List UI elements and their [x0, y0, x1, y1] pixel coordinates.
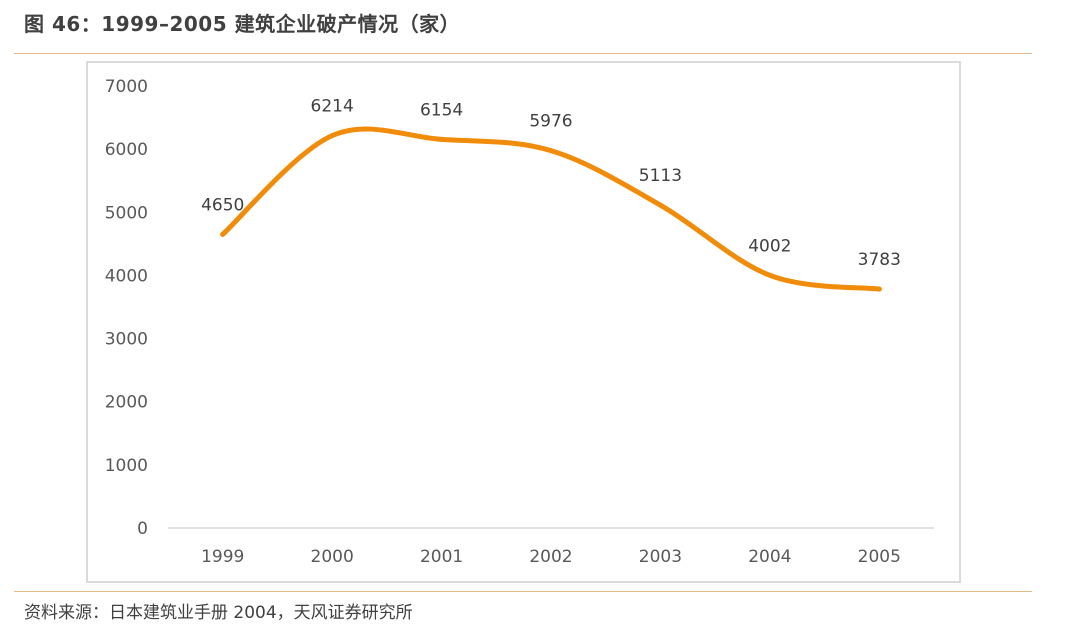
data-point	[657, 202, 663, 208]
data-point	[767, 272, 773, 278]
y-tick-label: 5000	[105, 203, 148, 223]
data-point	[876, 286, 882, 292]
data-label: 6154	[420, 100, 463, 120]
x-tick-label: 1999	[201, 547, 244, 567]
data-label: 3783	[858, 250, 901, 270]
x-tick-label: 2002	[529, 547, 572, 567]
x-axis-ticks: 1999 2000 2001 2002 2003 2004 2005	[201, 547, 901, 567]
x-tick-label: 2003	[639, 547, 682, 567]
y-tick-label: 7000	[105, 77, 148, 97]
y-tick-label: 1000	[105, 456, 148, 476]
data-label: 6214	[311, 97, 354, 117]
data-labels: 4650 6214 6154 5976 5113 4002 3783	[201, 97, 901, 292]
y-tick-label: 6000	[105, 140, 148, 160]
top-divider	[14, 53, 1032, 54]
data-point	[329, 133, 335, 139]
data-label: 5113	[639, 166, 682, 186]
y-tick-label: 0	[137, 519, 148, 539]
data-point	[220, 231, 226, 237]
x-tick-label: 2005	[858, 547, 901, 567]
bottom-divider	[14, 591, 1032, 592]
x-tick-label: 2004	[748, 547, 791, 567]
data-point	[548, 148, 554, 154]
data-label: 4650	[201, 195, 244, 215]
data-label: 5976	[529, 112, 572, 132]
figure-title: 图 46：1999–2005 建筑企业破产情况（家）	[24, 12, 461, 36]
chart-frame	[86, 61, 961, 583]
y-axis-ticks: 0 1000 2000 3000 4000 5000 6000 7000	[105, 77, 148, 539]
x-tick-label: 2000	[311, 547, 354, 567]
x-tick-label: 2001	[420, 547, 463, 567]
data-point	[439, 136, 445, 142]
y-tick-label: 2000	[105, 393, 148, 413]
data-label: 4002	[748, 236, 791, 256]
y-tick-label: 3000	[105, 330, 148, 350]
y-tick-label: 4000	[105, 266, 148, 286]
source-note: 资料来源：日本建筑业手册 2004，天风证券研究所	[24, 603, 413, 623]
